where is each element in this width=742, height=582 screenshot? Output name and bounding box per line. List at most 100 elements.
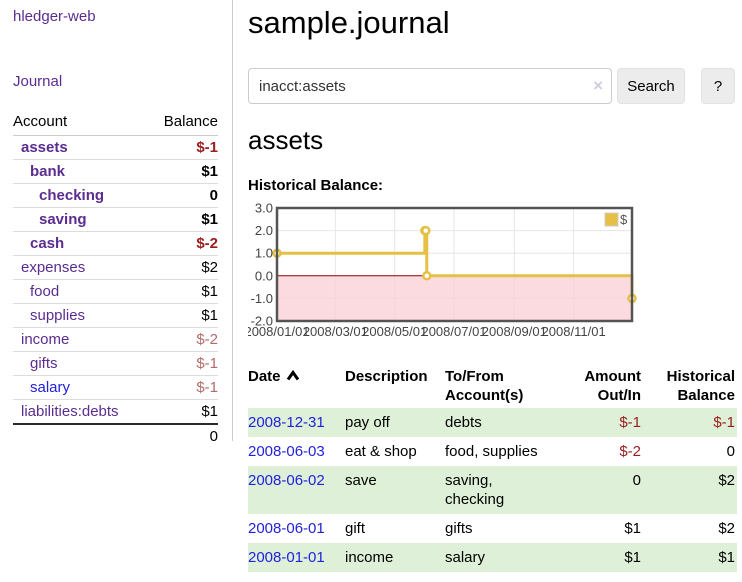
transaction-accounts: debts bbox=[445, 414, 482, 431]
transaction-balance: $1 bbox=[718, 549, 735, 566]
account-row: supplies $1 bbox=[13, 303, 218, 328]
transaction-accounts: saving, checking bbox=[445, 472, 505, 508]
account-balance: $1 bbox=[148, 207, 218, 232]
account-balance: $-2 bbox=[148, 231, 218, 256]
y-tick-label: -2.0 bbox=[251, 314, 273, 329]
transaction-balance: $2 bbox=[718, 520, 735, 537]
account-row: bank $1 bbox=[13, 159, 218, 184]
transaction-balance: $-1 bbox=[713, 414, 735, 431]
account-row: liabilities:debts $1 bbox=[13, 399, 218, 425]
account-link-assets[interactable]: assets bbox=[21, 139, 68, 156]
transaction-balance: 0 bbox=[726, 443, 735, 460]
chart-heading: Historical Balance: bbox=[248, 177, 384, 194]
register-row: 2008-06-03 eat & shop food, supplies $-2 0 bbox=[248, 437, 737, 466]
y-tick-label: 1.0 bbox=[255, 246, 273, 261]
account-row: cash $-2 bbox=[13, 231, 218, 256]
accounts-total-row: 0 bbox=[13, 423, 218, 448]
transaction-date-link[interactable]: 2008-06-01 bbox=[248, 520, 325, 537]
legend-label: $ bbox=[620, 212, 628, 227]
search-button[interactable]: Search bbox=[617, 68, 685, 104]
transaction-amount: $1 bbox=[624, 520, 641, 537]
account-row: gifts $-1 bbox=[13, 351, 218, 376]
historical-balance-chart: $3.0 2.0 1.0 0.0 -1.0 -2.0 2008/01/01 2008/03/0… bbox=[244, 201, 738, 349]
chart-canvas: $3.0 2.0 1.0 0.0 -1.0 -2.02008/01/012008/03/0… bbox=[244, 201, 637, 339]
sidebar-item-journal[interactable]: Journal bbox=[13, 73, 63, 90]
app-brand-link[interactable]: hledger-web bbox=[13, 8, 96, 25]
sort-asc-icon bbox=[286, 369, 299, 381]
account-link-income[interactable]: income bbox=[21, 331, 70, 348]
transaction-date-link[interactable]: 2008-12-31 bbox=[248, 414, 325, 431]
register-row: 2008-06-01 gift gifts $1 $2 bbox=[248, 514, 737, 543]
search-bar: × Search ? bbox=[248, 68, 738, 104]
account-link-liabilities-debts[interactable]: liabilities:debts bbox=[21, 403, 119, 420]
transaction-description: save bbox=[345, 472, 377, 489]
account-balance: $1 bbox=[148, 159, 218, 184]
account-balance: $2 bbox=[148, 255, 218, 280]
register-row: 2008-01-01 income salary $1 $1 bbox=[248, 543, 737, 572]
account-balance: $-1 bbox=[148, 351, 218, 376]
register-header-date[interactable]: Date bbox=[248, 365, 345, 408]
accounts-header-account: Account bbox=[13, 111, 149, 136]
transaction-amount: $1 bbox=[624, 549, 641, 566]
y-tick-label: -1.0 bbox=[251, 291, 273, 306]
register-row: 2008-12-31 pay off debts $-1 $-1 bbox=[248, 408, 737, 437]
register-header-description: Description bbox=[345, 368, 428, 385]
account-row: expenses $2 bbox=[13, 255, 218, 280]
main-content: sample.journal × Search ? assets Histori… bbox=[244, 0, 738, 572]
account-link-cash[interactable]: cash bbox=[30, 235, 65, 252]
account-link-salary[interactable]: salary bbox=[30, 379, 71, 396]
transaction-date-link[interactable]: 2008-01-01 bbox=[248, 549, 325, 566]
search-input[interactable] bbox=[248, 68, 612, 104]
transaction-amount: $-2 bbox=[619, 443, 641, 460]
clear-search-icon[interactable]: × bbox=[593, 76, 603, 95]
y-tick-label: 3.0 bbox=[255, 201, 273, 216]
account-row: salary $-1 bbox=[13, 375, 218, 400]
transaction-date-link[interactable]: 2008-06-02 bbox=[248, 472, 325, 489]
transaction-description: eat & shop bbox=[345, 443, 417, 460]
register-header-amount: Amount Out/In bbox=[584, 368, 641, 404]
page-title: sample.journal bbox=[248, 5, 450, 40]
account-link-saving[interactable]: saving bbox=[39, 211, 87, 228]
transaction-accounts: salary bbox=[445, 549, 486, 566]
transaction-date-link[interactable]: 2008-06-03 bbox=[248, 443, 325, 460]
register-header-historical: Historical Balance bbox=[666, 368, 735, 404]
help-button[interactable]: ? bbox=[701, 68, 735, 104]
transaction-amount: 0 bbox=[632, 472, 641, 489]
account-link-bank[interactable]: bank bbox=[30, 163, 66, 180]
account-link-gifts[interactable]: gifts bbox=[30, 355, 58, 372]
account-row: food $1 bbox=[13, 279, 218, 304]
account-row: saving $1 bbox=[13, 207, 218, 232]
account-row: income $-2 bbox=[13, 327, 218, 352]
account-link-supplies[interactable]: supplies bbox=[30, 307, 86, 324]
transaction-accounts: food, supplies bbox=[445, 443, 538, 460]
transaction-balance: $2 bbox=[718, 472, 735, 489]
account-row: assets $-1 bbox=[13, 135, 218, 160]
transaction-description: income bbox=[345, 549, 394, 566]
x-tick-label: 2008/01/01 bbox=[248, 324, 310, 339]
transaction-accounts: gifts bbox=[445, 520, 473, 537]
account-link-checking[interactable]: checking bbox=[39, 187, 105, 204]
account-row: checking 0 bbox=[13, 183, 218, 208]
accounts-header-balance: Balance bbox=[148, 111, 218, 136]
register-row: 2008-06-02 save saving, checking 0 $2 bbox=[248, 466, 737, 514]
account-link-food[interactable]: food bbox=[30, 283, 60, 300]
account-balance: $1 bbox=[148, 279, 218, 304]
account-balance: $-2 bbox=[148, 327, 218, 352]
accounts-table: Account Balance assets $-1 bank $1 checking 0… bbox=[13, 111, 218, 448]
account-balance: 0 bbox=[148, 183, 218, 208]
register-table: Date Description To/From Account(s) Amount Ou… bbox=[248, 365, 737, 572]
transaction-description: pay off bbox=[345, 414, 390, 431]
y-tick-label: 0.0 bbox=[255, 268, 273, 283]
x-tick-label: 2008/05/01 bbox=[362, 324, 427, 339]
y-tick-label: 2.0 bbox=[255, 223, 273, 238]
account-balance: $-1 bbox=[148, 375, 218, 400]
account-balance: $-1 bbox=[148, 135, 218, 160]
transaction-amount: $-1 bbox=[619, 414, 641, 431]
account-link-expenses[interactable]: expenses bbox=[21, 259, 86, 276]
register-header-tofrom: To/From Account(s) bbox=[445, 368, 524, 404]
account-heading: assets bbox=[248, 125, 324, 155]
account-balance: $1 bbox=[148, 303, 218, 328]
legend-swatch bbox=[604, 212, 619, 227]
x-tick-label: 2008/07/01 bbox=[421, 324, 486, 339]
account-balance: $1 bbox=[148, 399, 218, 425]
